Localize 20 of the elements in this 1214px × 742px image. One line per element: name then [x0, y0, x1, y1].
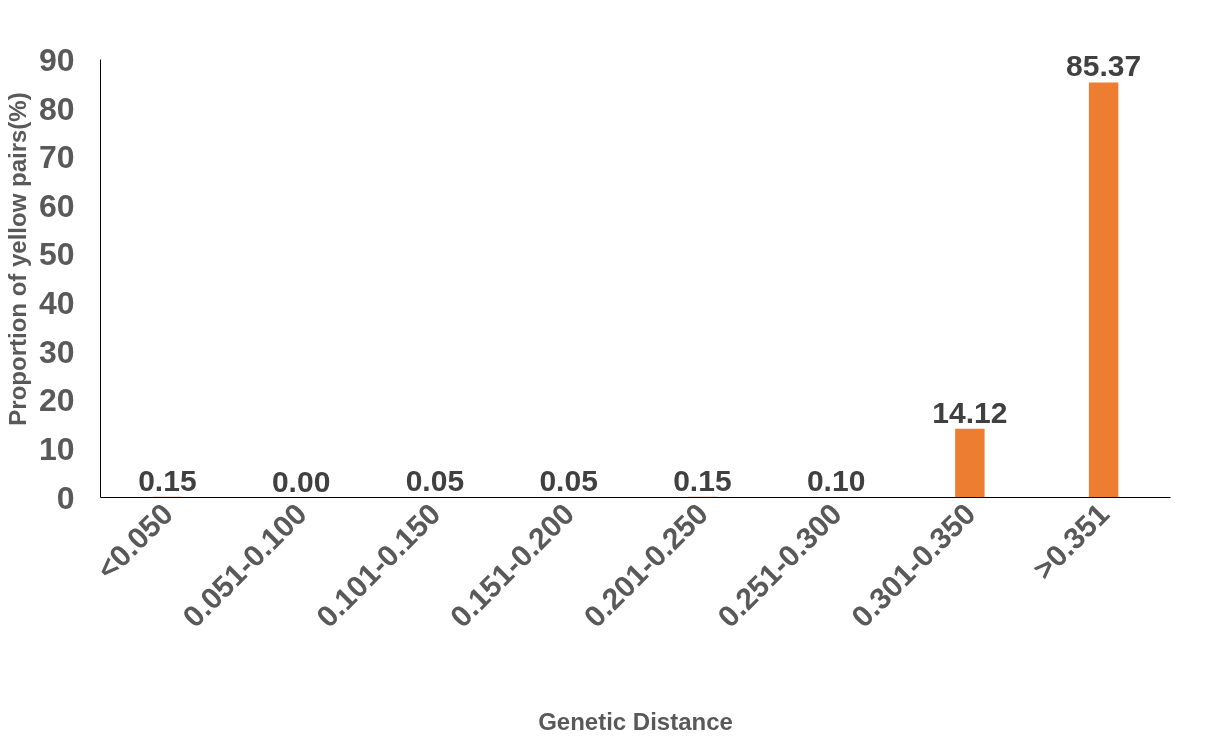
- y-tick-label: 80: [38, 90, 75, 127]
- y-axis-title: Proportion of yellow pairs(%): [3, 92, 31, 426]
- y-tick-label: 90: [38, 41, 75, 78]
- y-tick-label: 50: [38, 236, 75, 273]
- y-tick-label: 20: [38, 382, 75, 419]
- y-tick-label: 30: [38, 333, 75, 370]
- data-label: 0.15: [673, 463, 732, 497]
- data-label: 0.15: [138, 463, 197, 497]
- y-tick-label: 70: [38, 139, 75, 176]
- x-axis-title: Genetic Distance: [538, 708, 733, 736]
- data-label: 14.12: [932, 395, 1008, 429]
- data-label: 0.10: [806, 464, 866, 498]
- data-label: 85.37: [1066, 49, 1142, 83]
- y-tick-label: 40: [38, 285, 75, 321]
- y-tick-label: 10: [38, 430, 75, 467]
- data-label: 0.00: [271, 464, 331, 498]
- data-label: 0.05: [539, 464, 598, 498]
- y-tick-label: 0: [56, 479, 75, 516]
- data-label: 0.05: [405, 464, 465, 498]
- y-tick-label: 60: [38, 187, 75, 224]
